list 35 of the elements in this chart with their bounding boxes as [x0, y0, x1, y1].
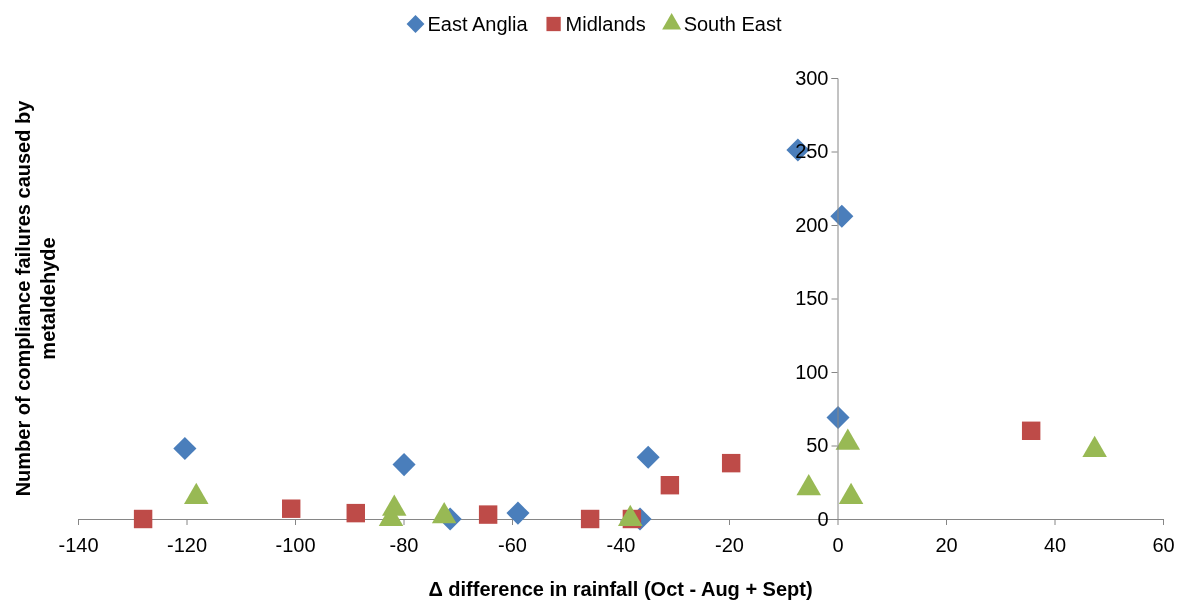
- point: [506, 501, 530, 525]
- x-tick-label: 60: [1152, 534, 1175, 556]
- y-axis-title: Number of compliance failures caused by metaldehyde: [12, 99, 59, 497]
- point: [660, 475, 680, 495]
- x-axis-title: Δ difference in rainfall (Oct - Aug + Sept): [428, 578, 813, 600]
- point: [721, 453, 741, 473]
- y-tick-label: 300: [795, 66, 829, 89]
- point: [133, 509, 153, 529]
- point: [392, 453, 416, 477]
- legend-label: South East: [683, 13, 782, 35]
- x-tick-label: 20: [935, 534, 958, 556]
- x-tick-label: 0: [832, 534, 844, 556]
- x-tick-label: -80: [389, 534, 419, 556]
- legend-label: Midlands: [565, 13, 646, 35]
- legend-label: East Anglia: [427, 13, 529, 35]
- point: [580, 509, 600, 529]
- point: [346, 503, 365, 523]
- x-tick-label: -20: [715, 534, 744, 556]
- x-tick-label: -100: [275, 534, 316, 556]
- point: [830, 204, 854, 228]
- point: [478, 505, 498, 524]
- x-tick-label: -120: [166, 534, 208, 556]
- y-tick-label: 100: [795, 360, 829, 383]
- x-tick-label: -60: [498, 534, 527, 556]
- y-tick-label: 150: [795, 287, 829, 310]
- x-tick-label: 40: [1043, 534, 1067, 556]
- point: [173, 436, 197, 460]
- y-tick-label: 0: [817, 507, 829, 530]
- point: [636, 445, 660, 469]
- point: [281, 499, 301, 518]
- point: [1021, 421, 1041, 441]
- y-tick-label: 50: [806, 434, 829, 457]
- y-tick-label: 200: [795, 213, 829, 236]
- x-tick-label: -40: [606, 534, 636, 556]
- x-tick-label: -140: [58, 534, 99, 556]
